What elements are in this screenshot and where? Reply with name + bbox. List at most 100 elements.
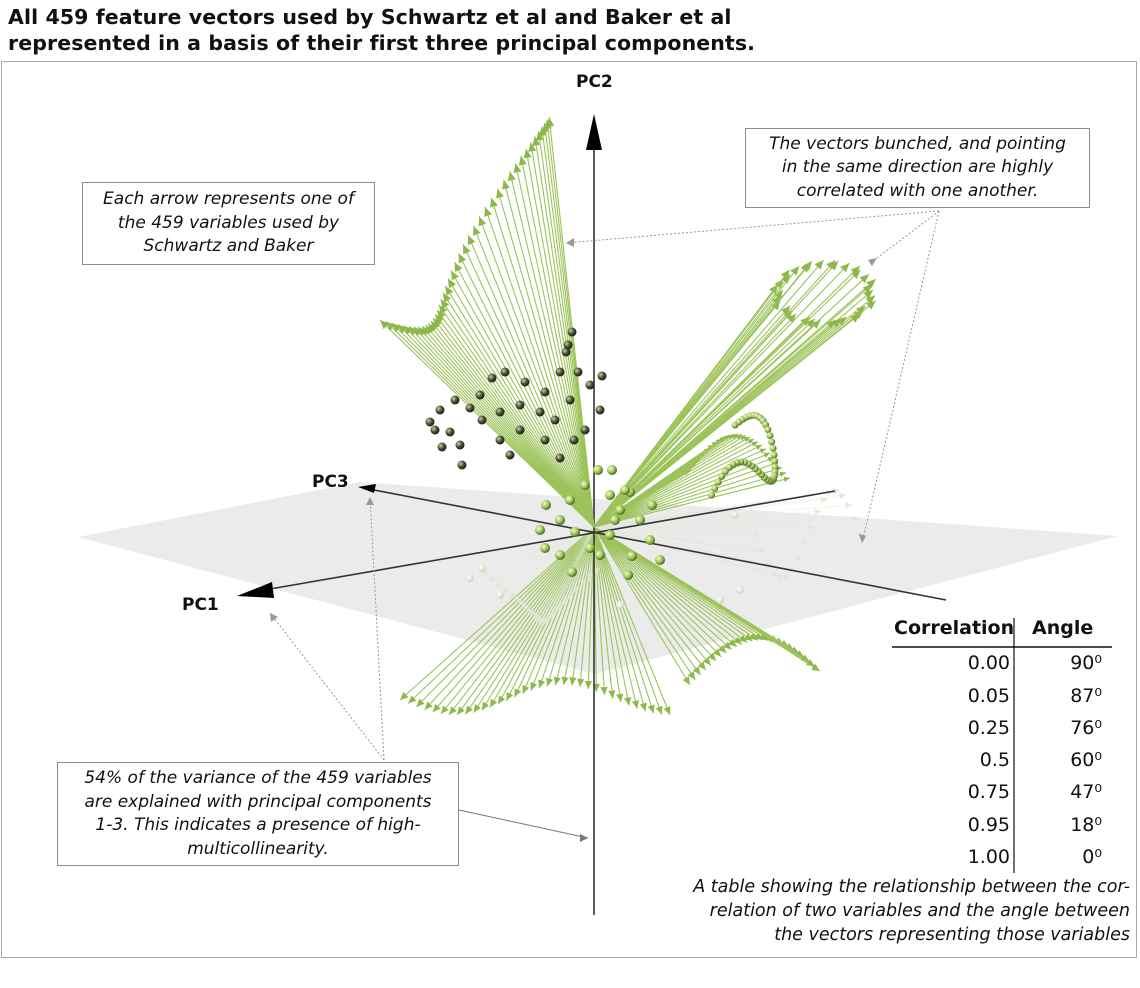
table-cell-correlation: 0.00 [967,652,1010,674]
arrow-note-box: Each arrow represents one of the 459 var… [82,182,375,265]
faded-feature-vector [593,526,798,572]
vector-arrowhead-icon [563,596,570,605]
faded-feature-vector [593,526,767,552]
vector-sphere-marker [565,395,575,405]
vector-arrowhead-icon [814,508,822,515]
vector-arrowhead-icon [850,313,860,323]
feature-vector [593,526,707,671]
feature-vector [593,526,712,666]
feature-vector [571,526,595,686]
vector-arrowhead-icon [502,586,510,594]
vector-sphere-marker [563,340,573,350]
faded-feature-vector [593,526,785,581]
feature-vector [525,148,595,528]
vector-arrowhead-icon [400,691,409,700]
feature-vector [579,526,595,688]
feature-vector [593,477,791,528]
vector-arrowhead-icon [845,502,853,509]
vector-sphere-marker [540,543,550,553]
vector-arrowhead-icon [616,693,624,703]
vector-arrowhead-icon [522,684,530,694]
vector-sphere-marker [540,387,550,397]
feature-vector [442,292,595,528]
vector-arrowhead-icon [836,316,847,326]
vector-sphere-marker [736,586,744,594]
faded-feature-vector [538,526,595,625]
vector-sphere-marker [711,484,719,492]
vector-arrowhead-icon [481,701,490,711]
vector-arrowhead-icon [520,601,528,610]
faded-feature-vector [558,526,595,610]
feature-vector [465,526,595,715]
feature-vector [593,526,691,686]
feature-vector [454,261,595,528]
pc3-arrowhead-icon [358,484,376,493]
vector-arrowhead-icon [829,261,839,271]
table-cell-angle: 47⁰ [1070,781,1102,803]
vector-arrowhead-icon [577,678,585,688]
feature-vector [538,526,595,689]
vector-sphere-marker [718,472,726,480]
faded-feature-vector [593,526,773,566]
vector-sphere-marker [437,442,447,452]
pc3-label: PC3 [312,472,349,492]
pc1-axis [269,490,836,590]
vector-sphere-marker [731,511,739,519]
vector-arrowhead-icon [380,320,390,330]
feature-vector [593,273,870,528]
vector-sphere-marker [540,435,550,445]
vector-arrowhead-icon [532,136,541,147]
table-cell-angle: 60⁰ [1070,749,1102,771]
vector-arrowhead-icon [530,681,538,691]
vector-sphere-marker [515,400,525,410]
feature-vector [593,260,839,528]
vector-sphere-marker [550,415,560,425]
feature-vector [593,526,753,642]
variance-note-line: 54% of the variance of the 459 variables [84,768,432,788]
vector-arrowhead-icon [655,705,663,715]
vector-arrowhead-icon [763,452,770,458]
feature-vector [593,284,873,528]
vector-arrowhead-icon [814,260,824,270]
feature-vector [458,253,595,528]
feature-vector [509,171,595,528]
vector-arrowhead-icon [806,659,815,667]
vector-arrowhead-icon [647,704,655,714]
vector-arrowhead-icon [513,163,522,174]
vector-arrowhead-icon [851,269,861,279]
vector-sphere-marker [716,596,724,604]
vector-arrowhead-icon [780,269,790,280]
vector-arrowhead-icon [707,652,716,661]
vector-arrowhead-icon [702,656,711,666]
vector-arrowhead-icon [735,434,742,440]
vector-sphere-marker [465,403,475,413]
feature-vector [587,526,595,690]
vector-arrowhead-icon [728,638,737,647]
faded-feature-vector [593,526,810,544]
feature-vector [397,324,595,528]
vector-arrowhead-icon [451,270,459,281]
feature-vector [424,324,595,528]
vector-arrowhead-icon [413,326,423,337]
faded-feature-vector [563,526,595,605]
vector-arrowhead-icon [862,284,873,294]
bunch-note-line: in the same direction are highly [781,157,1054,178]
arrow-note-line: Schwartz and Baker [143,236,314,257]
vector-sphere-marker [500,367,510,377]
faded-feature-vector [574,526,595,594]
vector-arrowhead-icon [490,698,498,708]
feature-vector [497,188,595,528]
faded-feature-vector [501,526,595,594]
feature-vector [546,526,595,687]
pc1-arrowhead-icon [237,582,274,598]
vector-sphere-marker [445,427,455,437]
vector-sphere-marker [645,535,655,545]
faded-feature-vector [535,526,595,623]
bunch-note-line: The vectors bunched, and pointing [769,133,1066,154]
faded-feature-vector [494,526,595,588]
faded-feature-vector [581,526,595,588]
vector-sphere-marker [570,527,580,537]
vector-sphere-marker [569,435,579,445]
feature-vector [593,526,732,651]
table-cell-correlation: 1.00 [967,846,1010,868]
